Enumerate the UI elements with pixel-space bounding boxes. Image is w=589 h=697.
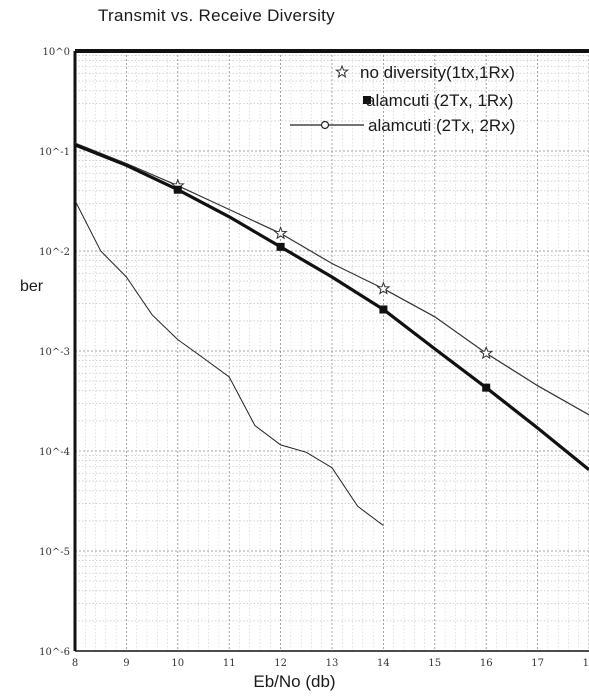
x-tick-label: 16 bbox=[480, 658, 493, 669]
y-tick-label: 10^0 bbox=[43, 47, 70, 58]
x-tick-label: 14 bbox=[377, 658, 390, 669]
x-tick-label: 11 bbox=[223, 658, 236, 669]
y-tick-label: 10^-3 bbox=[39, 347, 70, 358]
x-tick-label: 12 bbox=[274, 658, 287, 669]
data-point bbox=[320, 120, 330, 130]
x-tick-label: 10 bbox=[171, 658, 184, 669]
data-point bbox=[482, 383, 491, 392]
x-axis-label: Eb/No (db) bbox=[253, 672, 336, 691]
x-tick-label: 13 bbox=[326, 658, 339, 669]
data-point bbox=[276, 242, 285, 251]
x-tick-label: 9 bbox=[123, 658, 129, 669]
y-tick-label: 10^-1 bbox=[39, 147, 70, 158]
x-tick-label: 17 bbox=[531, 658, 544, 669]
chart-title: Transmit vs. Receive Diversity bbox=[98, 6, 335, 25]
x-tick-label: 8 bbox=[72, 658, 78, 669]
series-line bbox=[74, 200, 384, 526]
y-tick-label: 10^-2 bbox=[39, 247, 70, 258]
legend-label: no diversity(1tx,1Rx) bbox=[360, 63, 515, 82]
data-point bbox=[363, 96, 371, 104]
series-line bbox=[74, 143, 589, 471]
y-tick-label: 10^-5 bbox=[39, 547, 70, 558]
data-point bbox=[173, 185, 182, 194]
x-tick-label: 18 bbox=[583, 658, 589, 669]
series-line bbox=[74, 142, 589, 416]
y-tick-label: 10^-4 bbox=[39, 447, 70, 458]
y-axis-label: ber bbox=[20, 278, 44, 295]
x-tick-label: 15 bbox=[428, 658, 441, 669]
data-point bbox=[273, 225, 288, 240]
legend-label: alamcuti (2Tx, 2Rx) bbox=[368, 116, 515, 135]
data-point bbox=[479, 345, 494, 360]
data-point bbox=[376, 281, 391, 295]
data-point bbox=[334, 64, 350, 79]
y-tick-label: 10^-6 bbox=[39, 647, 70, 658]
data-point bbox=[379, 305, 388, 314]
legend-label: alamcuti (2Tx, 1Rx) bbox=[366, 91, 513, 110]
